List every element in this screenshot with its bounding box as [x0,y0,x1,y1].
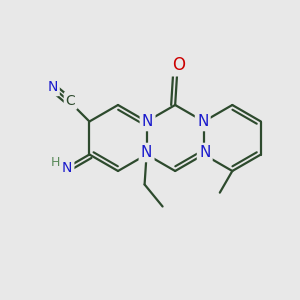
Text: N: N [141,145,152,160]
Text: C: C [66,94,76,108]
Text: N: N [197,114,208,129]
Text: N: N [62,160,72,175]
Text: N: N [199,145,210,160]
Text: H: H [50,156,60,169]
Text: N: N [142,114,153,129]
Text: N: N [47,80,58,94]
Text: O: O [172,56,185,74]
